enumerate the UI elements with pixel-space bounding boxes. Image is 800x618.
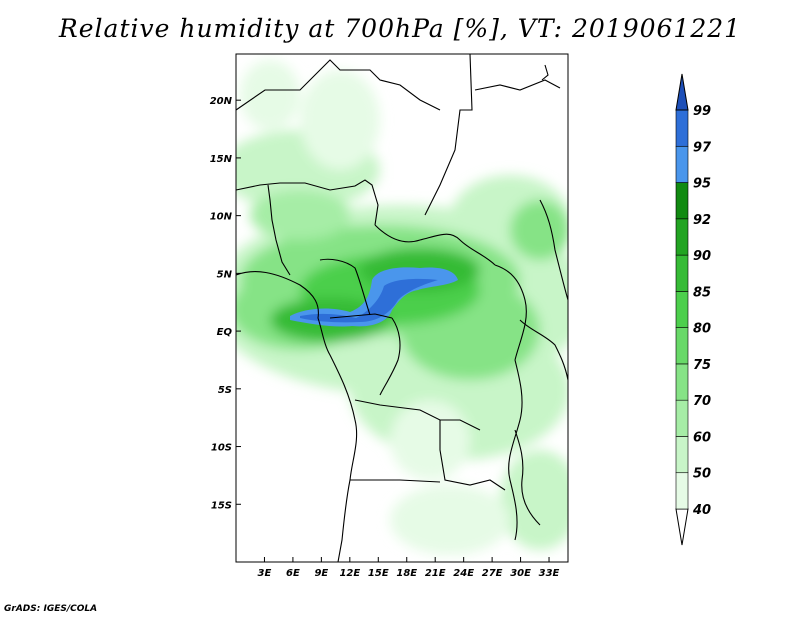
colorbar: 40 50 60 70 75 80 85 90 92 95 97 99: [675, 73, 712, 546]
latitude-axis: 20N 15N 10N 5N EQ 5S 10S 15S: [210, 96, 241, 511]
lon-tick-label: 15E: [368, 568, 389, 579]
colorbar-segment: [675, 399, 689, 437]
longitude-axis: 3E 6E 9E 12E 15E 18E 21E 24E 27E 30E 33E: [258, 557, 560, 579]
map-title: Relative humidity at 700hPa [%], VT: 201…: [58, 14, 742, 43]
lat-tick-label: 10N: [210, 212, 233, 223]
lon-tick-label: 33E: [539, 568, 560, 579]
lat-tick-label: 15N: [210, 154, 233, 165]
lon-tick-label: 9E: [314, 568, 328, 579]
colorbar-segment: [675, 254, 689, 292]
lon-tick-label: 30E: [510, 568, 531, 579]
colorbar-level-label: 95: [693, 177, 711, 192]
lat-tick-label: 5N: [217, 269, 233, 280]
colorbar-segment: [675, 327, 689, 365]
colorbar-segment: [675, 218, 689, 256]
colorbar-segment: [675, 472, 689, 510]
colorbar-level-label: 75: [693, 358, 711, 373]
colorbar-segment: [675, 182, 689, 220]
lat-tick-label: 15S: [211, 500, 232, 511]
lon-tick-label: 6E: [286, 568, 300, 579]
lat-tick-label: 10S: [211, 443, 232, 454]
colorbar-segment: [675, 363, 689, 401]
lat-tick-label: 20N: [210, 96, 233, 107]
colorbar-level-label: 90: [693, 249, 711, 264]
lon-tick-label: 24E: [453, 568, 474, 579]
colorbar-low-triangle: [675, 508, 689, 546]
colorbar-high-triangle: [675, 73, 689, 111]
footer-credit: GrADS: IGES/COLA: [4, 604, 98, 614]
colorbar-level-label: 60: [693, 430, 711, 445]
lat-tick-label: 5S: [218, 385, 232, 396]
colorbar-level-label: 50: [693, 467, 711, 482]
high-humidity-core: [290, 267, 458, 327]
lon-tick-label: 12E: [339, 568, 360, 579]
colorbar-segment: [675, 436, 689, 474]
colorbar-level-label: 97: [693, 140, 712, 155]
plot-frame: [235, 53, 569, 563]
lon-tick-label: 3E: [258, 568, 272, 579]
lat-tick-label: EQ: [217, 327, 233, 338]
colorbar-level-label: 92: [693, 213, 711, 228]
colorbar-level-label: 40: [692, 503, 711, 518]
colorbar-segment: [675, 109, 689, 147]
lon-tick-label: 21E: [425, 568, 446, 579]
colorbar-level-label: 70: [693, 394, 711, 409]
lon-tick-label: 27E: [482, 568, 503, 579]
colorbar-segment: [675, 291, 689, 328]
colorbar-segment: [675, 145, 689, 183]
humidity-field: [236, 54, 568, 562]
lon-tick-label: 18E: [396, 568, 417, 579]
colorbar-level-label: 99: [693, 104, 711, 119]
country-borders: [235, 53, 569, 563]
colorbar-level-label: 80: [693, 322, 711, 337]
colorbar-level-label: 85: [693, 285, 711, 300]
